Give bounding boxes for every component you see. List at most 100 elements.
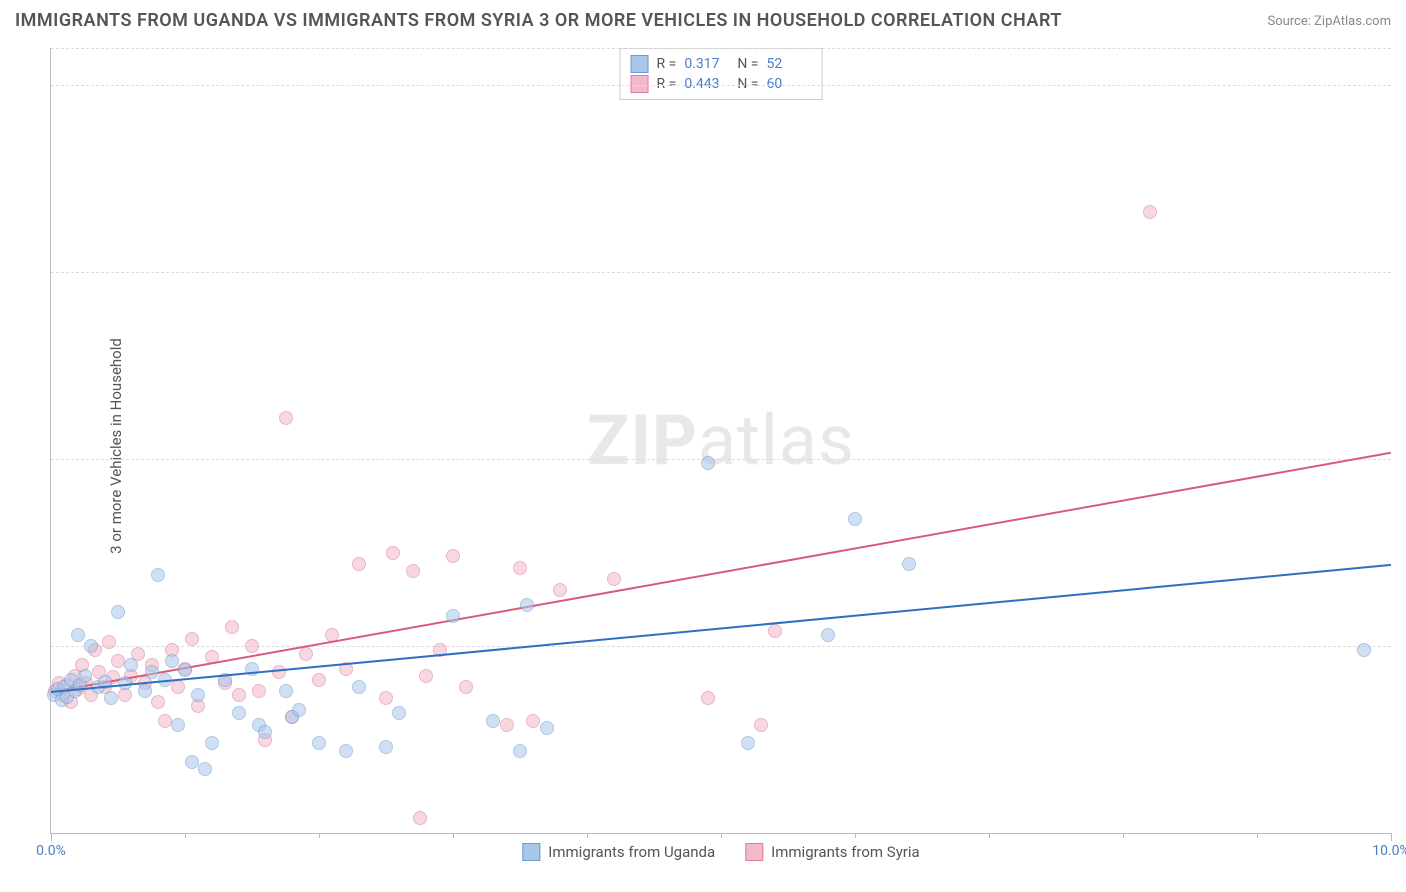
legend-label-syria: Immigrants from Syria xyxy=(771,843,920,861)
scatter-point-uganda xyxy=(339,744,353,758)
swatch-uganda xyxy=(631,55,649,73)
scatter-point-syria xyxy=(102,635,116,649)
scatter-point-uganda xyxy=(379,740,393,754)
scatter-point-syria xyxy=(526,714,540,728)
legend: Immigrants from Uganda Immigrants from S… xyxy=(522,843,919,861)
chart-title: IMMIGRANTS FROM UGANDA VS IMMIGRANTS FRO… xyxy=(15,10,1062,31)
scatter-point-uganda xyxy=(124,658,138,672)
scatter-point-syria xyxy=(459,680,473,694)
scatter-point-syria xyxy=(513,561,527,575)
watermark: ZIPatlas xyxy=(587,400,855,482)
legend-item-uganda: Immigrants from Uganda xyxy=(522,843,715,861)
scatter-point-uganda xyxy=(185,755,199,769)
scatter-point-uganda xyxy=(165,654,179,668)
scatter-point-uganda xyxy=(1357,643,1371,657)
scatter-point-syria xyxy=(413,811,427,825)
scatter-point-syria xyxy=(171,680,185,694)
x-tick xyxy=(721,833,722,838)
scatter-point-syria xyxy=(111,654,125,668)
scatter-point-syria xyxy=(232,688,246,702)
x-tick-label: 10.0% xyxy=(1372,843,1406,859)
trend-line-syria xyxy=(51,452,1391,693)
x-tick xyxy=(587,833,588,838)
r-value-uganda: 0.317 xyxy=(684,56,729,72)
stats-row-uganda: R = 0.317 N = 52 xyxy=(631,55,812,73)
scatter-point-uganda xyxy=(741,736,755,750)
scatter-point-uganda xyxy=(232,706,246,720)
trend-line-uganda xyxy=(51,564,1391,693)
x-tick xyxy=(51,833,52,841)
scatter-point-syria xyxy=(768,624,782,638)
scatter-point-uganda xyxy=(540,721,554,735)
x-tick xyxy=(1391,833,1392,841)
scatter-point-syria xyxy=(446,549,460,563)
scatter-point-uganda xyxy=(84,639,98,653)
scatter-point-syria xyxy=(312,673,326,687)
n-value-uganda: 52 xyxy=(766,56,811,72)
gridline-h xyxy=(51,459,1391,460)
scatter-point-syria xyxy=(158,714,172,728)
y-tick-label: 75.0% xyxy=(1396,264,1406,280)
scatter-point-uganda xyxy=(292,703,306,717)
scatter-point-uganda xyxy=(191,688,205,702)
watermark-rest: atlas xyxy=(698,400,855,482)
n-label: N = xyxy=(737,76,758,92)
scatter-point-uganda xyxy=(486,714,500,728)
scatter-point-uganda xyxy=(78,669,92,683)
scatter-point-syria xyxy=(701,691,715,705)
x-tick xyxy=(185,833,186,838)
scatter-point-syria xyxy=(151,695,165,709)
r-label: R = xyxy=(657,76,677,92)
scatter-point-uganda xyxy=(848,512,862,526)
n-value-syria: 60 xyxy=(766,76,811,92)
source-label: Source: ZipAtlas.com xyxy=(1267,14,1391,29)
scatter-point-uganda xyxy=(902,557,916,571)
scatter-point-syria xyxy=(379,691,393,705)
scatter-point-syria xyxy=(299,647,313,661)
scatter-point-uganda xyxy=(701,456,715,470)
scatter-point-uganda xyxy=(520,598,534,612)
scatter-point-uganda xyxy=(258,725,272,739)
x-tick xyxy=(453,833,454,838)
scatter-point-uganda xyxy=(145,665,159,679)
legend-item-syria: Immigrants from Syria xyxy=(745,843,920,861)
legend-swatch-uganda xyxy=(522,843,540,861)
x-tick xyxy=(855,833,856,838)
x-tick xyxy=(1257,833,1258,838)
y-tick-label: 50.0% xyxy=(1396,451,1406,467)
scatter-point-syria xyxy=(225,620,239,634)
scatter-point-syria xyxy=(352,557,366,571)
scatter-point-uganda xyxy=(392,706,406,720)
scatter-point-syria xyxy=(500,718,514,732)
gridline-h xyxy=(51,272,1391,273)
r-value-syria: 0.443 xyxy=(684,76,729,92)
scatter-point-syria xyxy=(419,669,433,683)
scatter-point-syria xyxy=(185,632,199,646)
scatter-point-syria xyxy=(553,583,567,597)
gridline-h xyxy=(51,48,1391,49)
scatter-point-syria xyxy=(252,684,266,698)
legend-label-uganda: Immigrants from Uganda xyxy=(548,843,715,861)
scatter-point-syria xyxy=(754,718,768,732)
scatter-point-uganda xyxy=(71,628,85,642)
x-tick xyxy=(319,833,320,838)
scatter-point-syria xyxy=(272,665,286,679)
n-label: N = xyxy=(737,56,758,72)
y-tick-label: 100.0% xyxy=(1396,77,1406,93)
watermark-bold: ZIP xyxy=(587,400,698,482)
stats-row-syria: R = 0.443 N = 60 xyxy=(631,75,812,93)
scatter-point-uganda xyxy=(205,736,219,750)
scatter-point-syria xyxy=(245,639,259,653)
scatter-point-uganda xyxy=(513,744,527,758)
scatter-point-uganda xyxy=(104,691,118,705)
scatter-point-uganda xyxy=(312,736,326,750)
r-label: R = xyxy=(657,56,677,72)
scatter-point-syria xyxy=(607,572,621,586)
scatter-point-syria xyxy=(279,411,293,425)
legend-swatch-syria xyxy=(745,843,763,861)
scatter-point-uganda xyxy=(198,762,212,776)
scatter-point-uganda xyxy=(151,568,165,582)
x-tick xyxy=(989,833,990,838)
scatter-plot: ZIPatlas R = 0.317 N = 52 R = 0.443 N = … xyxy=(50,48,1391,834)
scatter-point-uganda xyxy=(352,680,366,694)
